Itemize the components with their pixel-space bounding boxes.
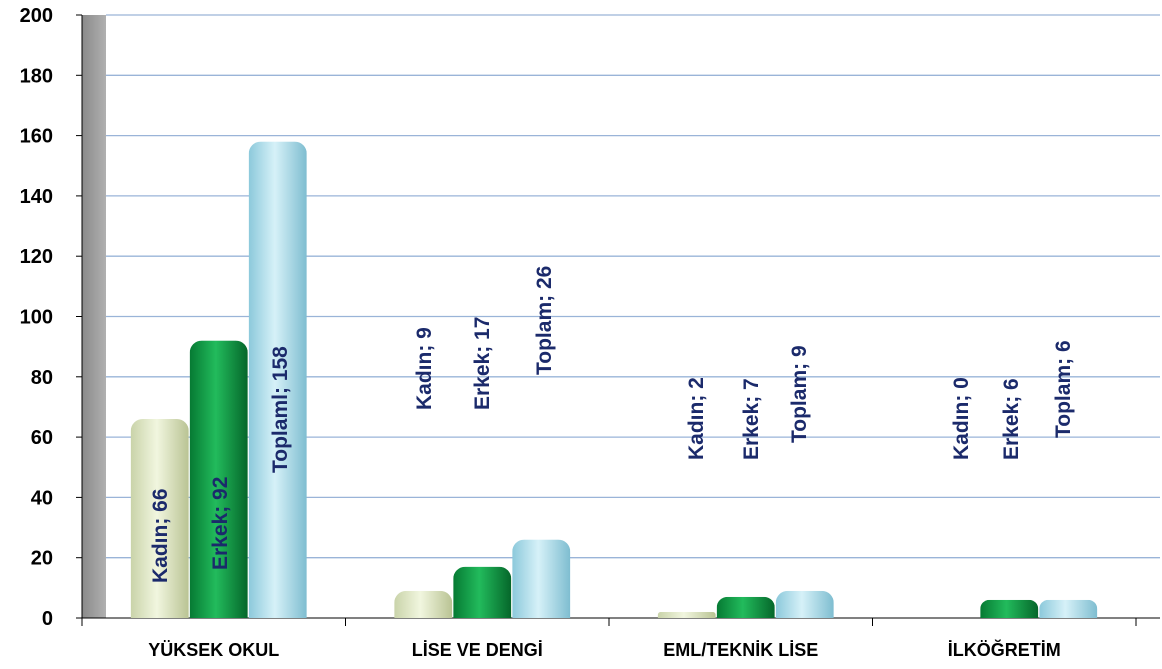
data-label: Toplam; 26 — [533, 266, 556, 375]
y-tick-label: 100 — [20, 307, 53, 329]
bar-kadın-0 — [131, 419, 189, 630]
y-tick-label: 40 — [31, 487, 53, 509]
y-tick-label: 80 — [31, 367, 53, 389]
y-tick-label: 120 — [20, 246, 53, 268]
x-tick-label: İLKÖĞRETİM — [948, 639, 1061, 660]
bar-toplam-3 — [1039, 600, 1097, 627]
data-label: Kadın; 2 — [685, 377, 708, 460]
data-label: Toplam; 9 — [788, 345, 811, 443]
y-tick-label: 200 — [20, 5, 53, 27]
bar-erkek-2 — [717, 597, 775, 629]
y-tick-label: 0 — [42, 608, 53, 630]
bar-toplam-1 — [512, 540, 570, 630]
data-label: Erkek; 92 — [209, 477, 232, 570]
x-tick-label: YÜKSEK OKUL — [148, 640, 279, 660]
bar-kadın-1 — [394, 591, 452, 630]
bar-toplam-0 — [249, 142, 307, 630]
bar-toplam-2 — [776, 591, 834, 630]
chart-wall — [82, 15, 106, 618]
y-tick-label: 140 — [20, 186, 53, 208]
labels: Kadın; 66 Erkek; 92 Toplaml; 158 Kadın; 9 Er… — [149, 266, 1075, 583]
data-label: Kadın; 66 — [149, 488, 172, 583]
bar-erkek-1 — [453, 567, 511, 630]
bar-erkek-0 — [190, 341, 248, 630]
y-tick-label: 60 — [31, 427, 53, 449]
bars — [131, 142, 1098, 630]
data-label: Toplaml; 158 — [269, 346, 292, 473]
y-tick-label: 160 — [20, 126, 53, 148]
data-label: Erkek; 7 — [740, 378, 763, 460]
y-tick-label: 180 — [20, 65, 53, 87]
y-tick-label: 20 — [31, 548, 53, 570]
x-tick-label: EML/TEKNİK LİSE — [663, 640, 818, 660]
data-label: Erkek; 17 — [471, 317, 494, 410]
data-label: Toplam; 6 — [1052, 340, 1075, 438]
bar-kadın-2 — [658, 612, 716, 621]
x-tick-label: LİSE VE DENGİ — [412, 640, 543, 660]
data-label: Kadın; 0 — [950, 377, 973, 460]
data-label: Kadın; 9 — [413, 327, 436, 410]
data-label: Erkek; 6 — [1000, 378, 1023, 460]
bar-erkek-3 — [980, 600, 1038, 627]
axes: 0 20 40 60 80 100 120 140 160 180 200 YÜKSEK OKUL Lİ… — [20, 5, 1160, 660]
